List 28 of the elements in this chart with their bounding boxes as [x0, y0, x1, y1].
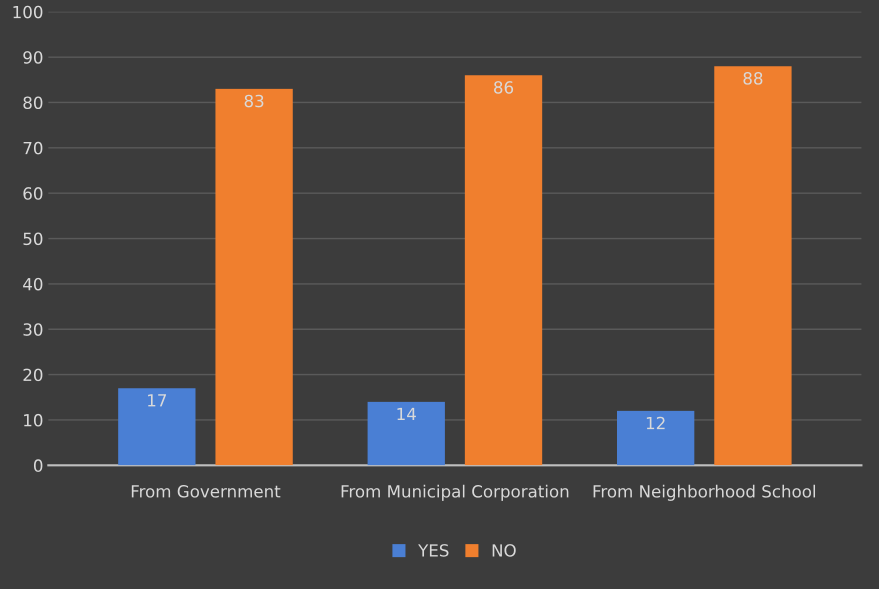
y-tick-label: 100 — [14, 6, 42, 18]
y-tick-label: 60 — [23, 187, 42, 200]
y-tick-label: 90 — [23, 51, 42, 64]
bar — [617, 410, 694, 466]
x-tick-label: From Municipal Corporation — [342, 484, 568, 501]
bar — [714, 66, 792, 466]
y-tick-label: 20 — [23, 368, 42, 382]
y-tick-label: 70 — [24, 142, 42, 154]
data-label: 83 — [244, 94, 264, 108]
x-tick-label: From Government — [132, 485, 280, 498]
y-tick-label: 80 — [23, 96, 42, 110]
y-tick-label: 10 — [24, 414, 42, 427]
legend-label: YES — [418, 544, 448, 557]
bar — [464, 75, 542, 466]
y-tick-label: 0 — [34, 459, 42, 472]
y-tick-label: 30 — [24, 323, 42, 336]
data-label: 86 — [494, 81, 514, 94]
data-label: 17 — [148, 394, 166, 406]
bar — [368, 402, 445, 466]
y-tick-label: 50 — [24, 232, 42, 246]
data-label: 14 — [397, 408, 416, 420]
y-tick-label: 40 — [23, 278, 42, 290]
bar — [118, 388, 196, 466]
x-tick-label: From Neighborhood School — [594, 484, 816, 501]
data-label: 88 — [743, 72, 762, 85]
data-label: 12 — [646, 416, 665, 430]
bar — [215, 88, 293, 466]
legend-label: NO — [492, 544, 516, 557]
